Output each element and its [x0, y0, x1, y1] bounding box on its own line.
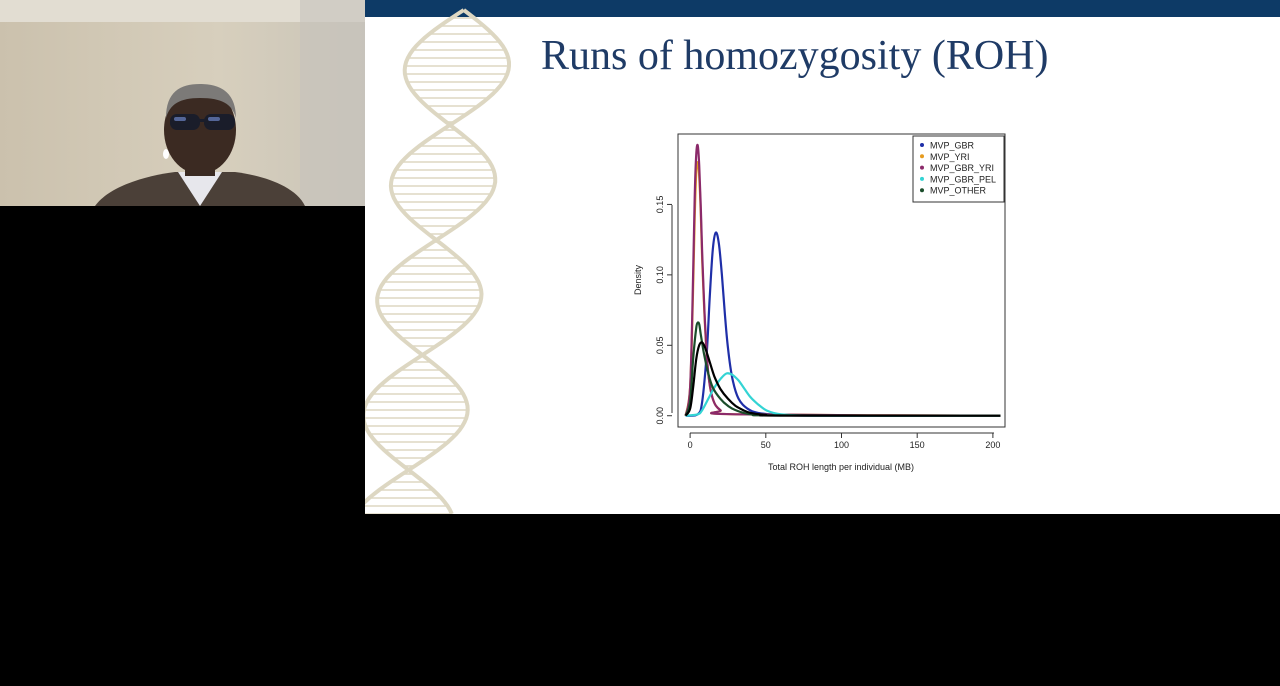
- y-axis-label: Density: [633, 264, 643, 295]
- legend-label: MVP_OTHER: [930, 186, 987, 196]
- dna-helix-icon: [365, 8, 511, 514]
- legend-marker: [920, 165, 924, 170]
- legend-marker: [920, 154, 924, 159]
- presenter-video-icon: [0, 0, 365, 206]
- slide: Runs of homozygosity (ROH) 0 50 100 150 200 …: [365, 0, 1280, 514]
- y-axis: 0.00 0.05 0.10 0.15: [655, 196, 673, 425]
- chart-lines: [684, 143, 1001, 417]
- legend-marker: [920, 176, 924, 181]
- legend-label: MVP_GBR: [930, 141, 975, 151]
- roh-density-chart: 0 50 100 150 200 0.00 0.05 0.10 0.15 Total ROH …: [633, 133, 1006, 472]
- series-line: [684, 143, 1001, 417]
- legend-label: MVP_GBR_PEL: [930, 174, 996, 184]
- x-tick-label: 200: [985, 440, 1000, 450]
- series-line: [685, 231, 1001, 417]
- legend-label: MVP_GBR_YRI: [930, 163, 994, 173]
- helix-strand: [365, 8, 511, 514]
- y-tick-label: 0.15: [655, 196, 665, 214]
- legend-marker: [920, 143, 924, 147]
- slide-top-bar: [365, 0, 1280, 17]
- x-axis-label: Total ROH length per individual (MB): [768, 462, 914, 472]
- series-line: [684, 341, 1001, 417]
- y-tick-label: 0.10: [655, 266, 665, 284]
- y-tick-label: 0.05: [655, 337, 665, 355]
- x-axis: 0 50 100 150 200: [688, 432, 1000, 450]
- legend-marker: [920, 188, 924, 193]
- slide-title: Runs of homozygosity (ROH): [541, 33, 1049, 79]
- series-line: [684, 321, 1001, 417]
- plot-frame: [677, 133, 1006, 428]
- helix-strand: [365, 8, 498, 505]
- legend-box: [912, 135, 1005, 203]
- y-tick-label: 0.00: [655, 407, 665, 425]
- x-tick-label: 150: [910, 440, 925, 450]
- legend-label: MVP_YRI: [930, 152, 970, 162]
- x-tick-label: 0: [688, 440, 693, 450]
- presenter-video-tile[interactable]: [0, 0, 365, 206]
- x-tick-label: 100: [834, 440, 849, 450]
- x-tick-label: 50: [761, 440, 771, 450]
